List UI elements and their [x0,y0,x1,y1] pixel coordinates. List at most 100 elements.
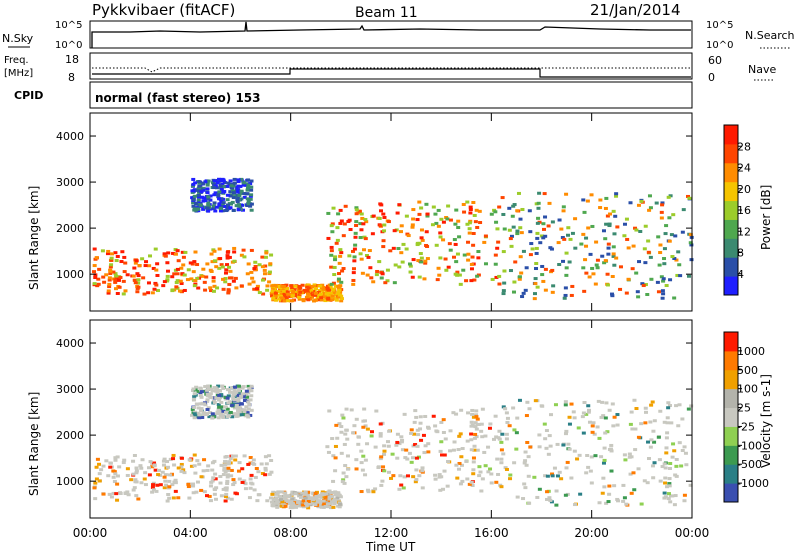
scatter-cell [233,491,238,495]
scatter-cell [315,295,320,299]
scatter-cell [458,432,463,436]
scatter-cell [649,403,654,407]
scatter-cell [227,276,232,280]
scatter-cell [329,265,334,269]
scatter-cell [460,479,465,483]
scatter-cell [204,413,209,417]
scatter-cell [533,282,538,286]
scatter-cell [262,272,267,276]
scatter-cell [179,456,184,460]
scatter-cell [236,395,241,399]
scatter-cell [585,453,590,457]
scatter-cell [198,203,203,207]
scatter-cell [610,274,615,278]
scatter-cell [402,412,407,416]
scatter-cell [194,385,199,389]
scatter-cell [580,415,585,419]
scatter-cell [537,433,542,437]
scatter-cell [334,241,339,245]
scatter-cell [351,271,356,275]
scatter-cell [425,212,430,216]
scatter-cell [300,491,305,495]
colorbar-segment [724,464,738,484]
scatter-cell [228,194,233,198]
scatter-cell [205,262,210,266]
scatter-cell [201,207,206,211]
scatter-cell [113,456,118,460]
scatter-cell [150,490,155,494]
scatter-cell [471,456,476,460]
scatter-cell [561,259,566,263]
scatter-cell [210,389,215,393]
scatter-cell [507,228,512,232]
scatter-cell [482,450,487,454]
scatter-cell [344,475,349,479]
scatter-cell [175,279,180,283]
scatter-cell [537,191,542,195]
scatter-cell [276,290,281,294]
scatter-cell [536,201,541,205]
scatter-cell [415,428,420,432]
scatter-cell [624,217,629,221]
scatter-cell [199,488,204,492]
scatter-cell [527,407,532,411]
scatter-cell [674,458,679,462]
scatter-cell [253,264,258,268]
x-tick-label: 20:00 [574,526,609,540]
scatter-cell [567,447,572,451]
scatter-cell [419,260,424,264]
scatter-cell [591,272,596,276]
scatter-cell [446,265,451,269]
scatter-cell [119,260,124,264]
scatter-cell [570,284,575,288]
scatter-cell [480,435,485,439]
scatter-cell [174,285,179,289]
scatter-cell [289,284,294,288]
scatter-cell [470,412,475,416]
scatter-cell [290,502,295,506]
scatter-cell [471,468,476,472]
scatter-cell [201,412,206,416]
scatter-cell [457,273,462,277]
colorbar-tick-label: 12 [737,225,751,238]
scatter-cell [269,458,274,462]
scatter-cell [645,481,650,485]
scatter-cell [369,276,374,280]
scatter-cell [489,212,494,216]
scatter-cell [262,268,267,272]
scatter-cell [524,414,529,418]
power-colorbar-label: Power [dB] [759,185,773,250]
scatter-cell [296,499,301,503]
scatter-cell [672,503,677,507]
scatter-cell [419,438,424,442]
scatter-cell [244,409,249,413]
scatter-cell [379,455,384,459]
scatter-cell [627,452,632,456]
scatter-cell [634,271,639,275]
scatter-cell [548,498,553,502]
scatter-cell [165,274,170,278]
y-tick-label: 1000 [56,475,84,488]
scatter-cell [409,460,414,464]
scatter-cell [305,288,310,292]
scatter-cell [542,192,547,196]
scatter-cell [267,270,272,274]
scatter-cell [674,464,679,468]
scatter-cell [125,467,130,471]
scatter-cell [317,499,322,503]
scatter-cell [528,230,533,234]
scatter-cell [241,385,246,389]
scatter-cell [176,466,181,470]
scatter-cell [614,256,619,260]
scatter-cell [370,232,375,236]
scatter-cell [424,202,429,206]
scatter-cell [185,278,190,282]
scatter-cell [322,291,327,295]
scatter-cell [205,191,210,195]
scatter-cell [438,256,443,260]
scatter-cell [284,494,289,498]
scatter-cell [99,468,104,472]
scatter-cell [344,407,349,411]
scatter-cell [663,466,668,470]
scatter-cell [590,224,595,228]
